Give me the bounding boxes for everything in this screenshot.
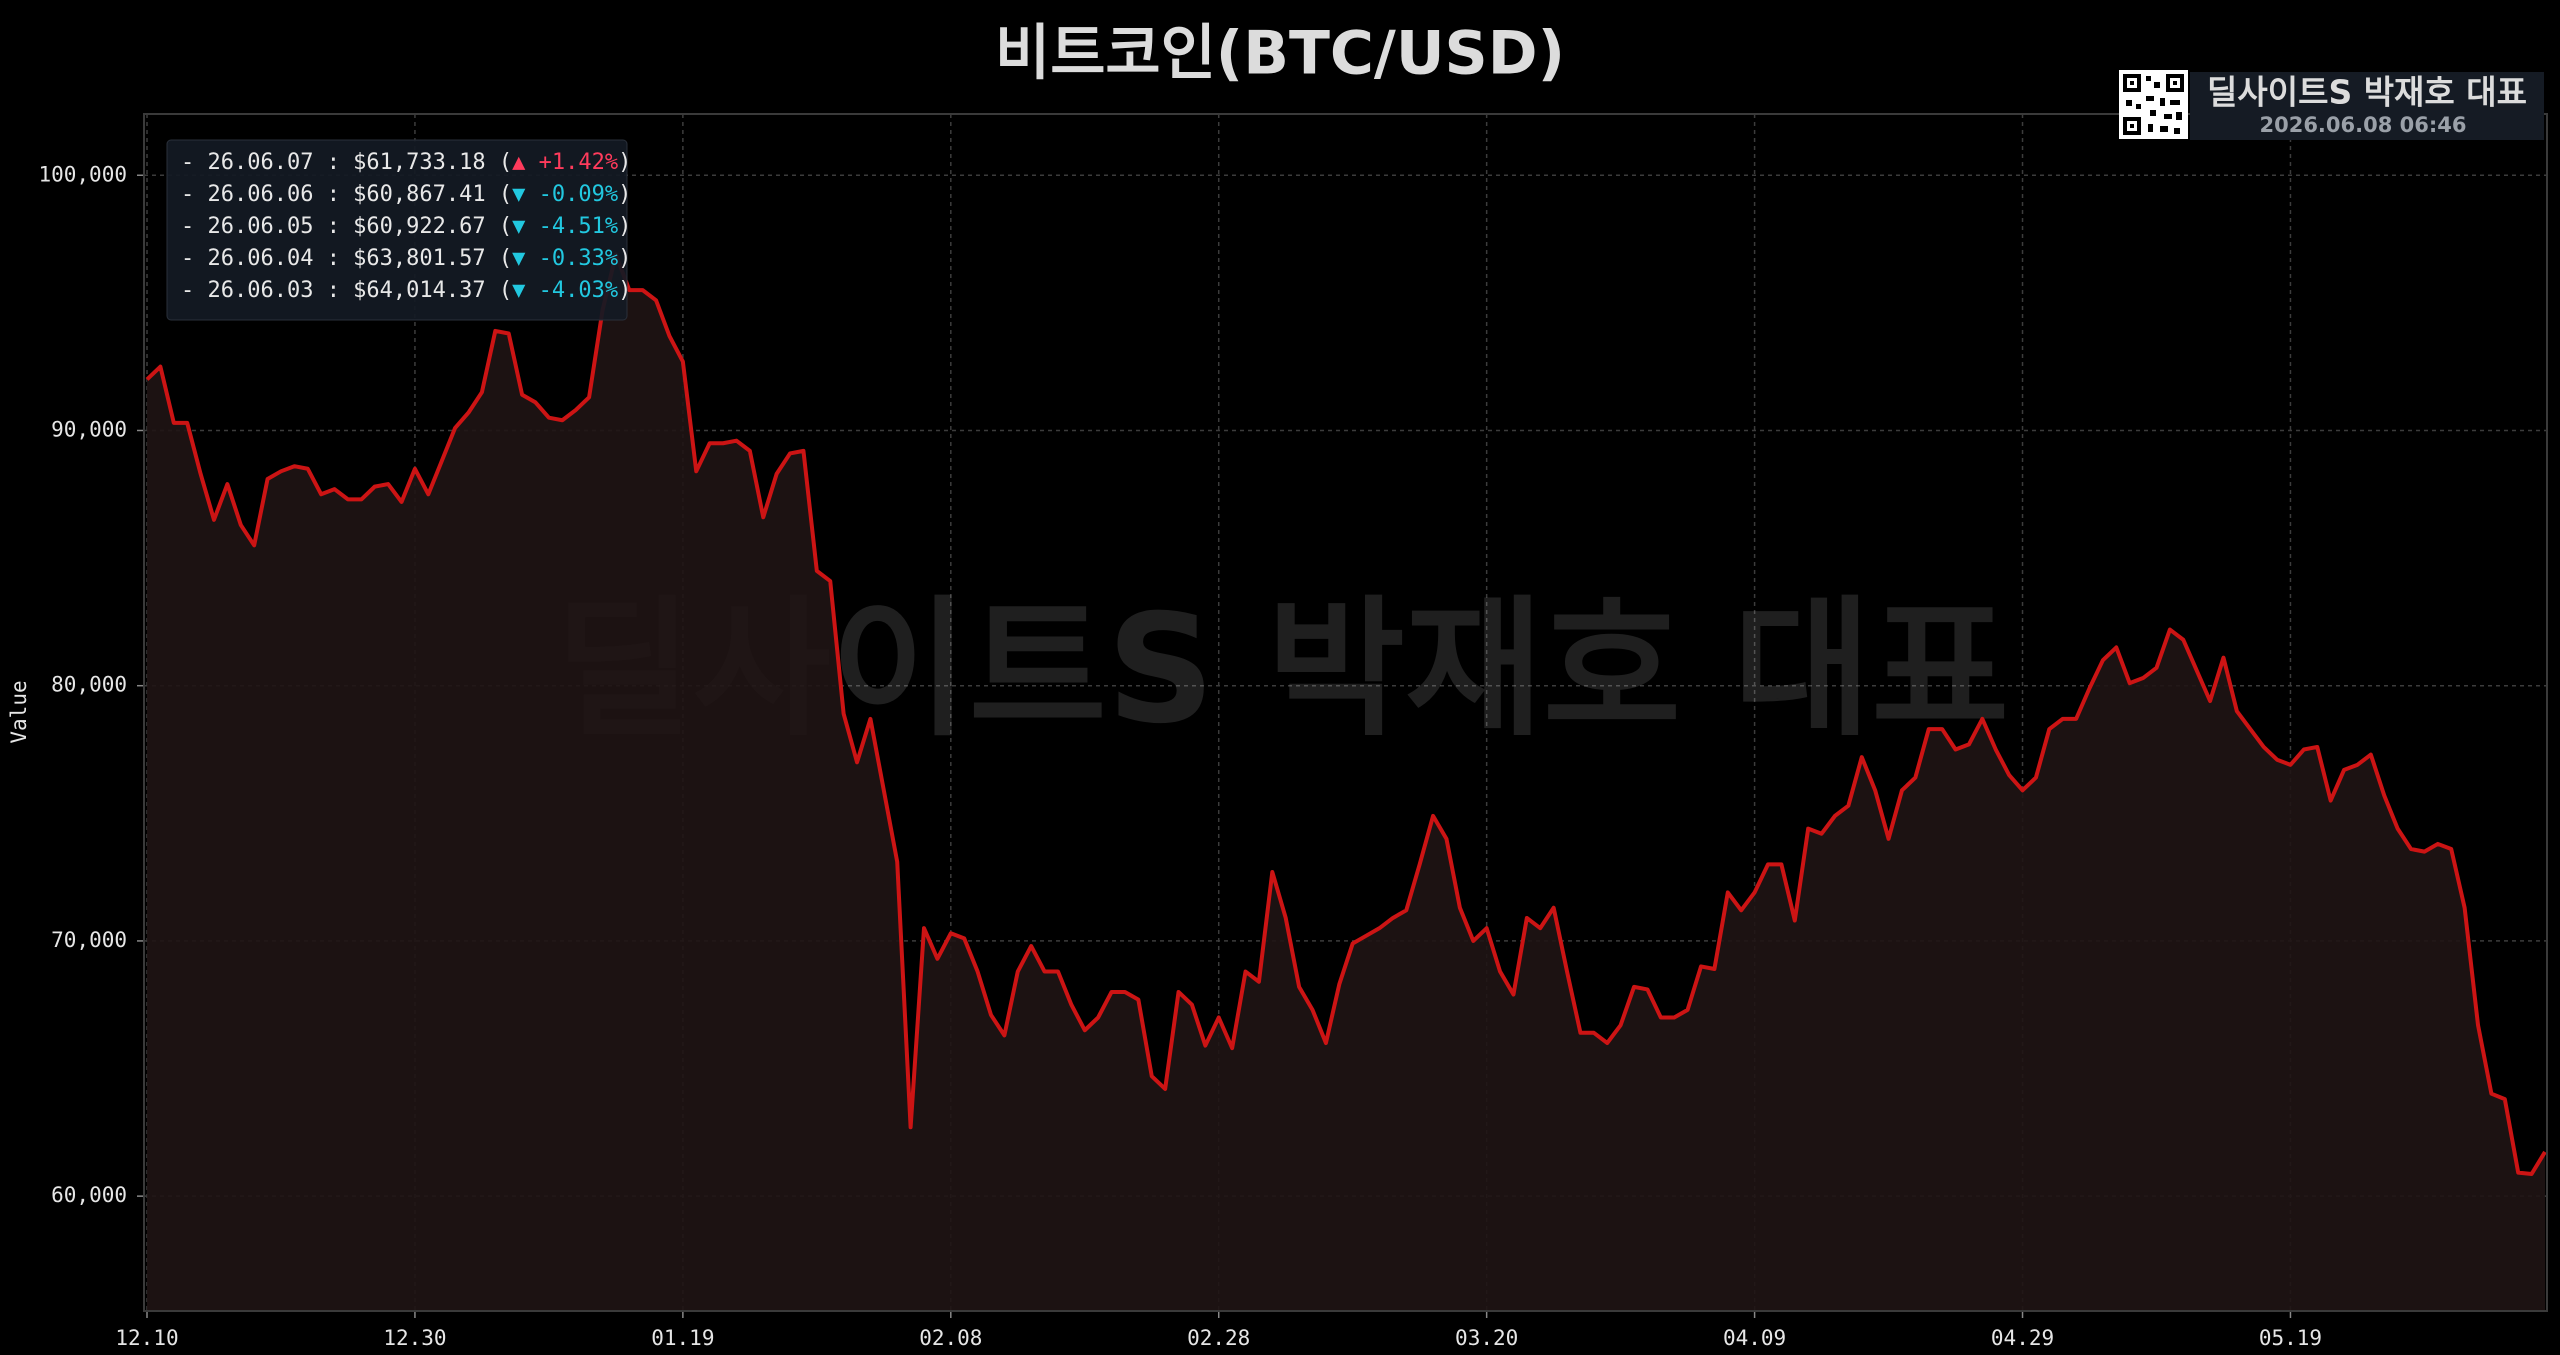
y-tick-label: 100,000 bbox=[38, 162, 127, 186]
legend-row: - 26.06.06 : $60,867.41 (▼ -0.09%) bbox=[181, 182, 631, 207]
legend-box bbox=[166, 139, 628, 321]
badge-background bbox=[2190, 72, 2544, 140]
x-tick-label: 04.09 bbox=[1723, 1326, 1786, 1350]
legend-close: ) bbox=[618, 246, 631, 271]
series bbox=[145, 252, 2547, 1311]
x-tick-label: 02.28 bbox=[1187, 1326, 1250, 1350]
legend-close: ) bbox=[618, 182, 631, 207]
legend-change: ▼ -4.51% bbox=[512, 214, 618, 239]
legend-row: - 26.06.05 : $60,922.67 (▼ -4.51%) bbox=[181, 214, 631, 239]
x-tick-label: 02.08 bbox=[919, 1326, 982, 1350]
y-tick-label: 80,000 bbox=[51, 673, 127, 697]
legend-text: - 26.06.07 : $61,733.18 ( bbox=[181, 150, 512, 175]
plot-border bbox=[143, 113, 2548, 1312]
chart-title: 비트코인(BTC/USD) bbox=[995, 19, 1565, 89]
y-tick-label: 70,000 bbox=[51, 928, 127, 952]
badge-title: 딜사이트S 박재호 대표 bbox=[2207, 73, 2527, 112]
legend-change: ▲ +1.42% bbox=[512, 150, 618, 175]
legend: - 26.06.07 : $61,733.18 (▲ +1.42%)- 26.0… bbox=[166, 139, 631, 321]
y-tick-label: 90,000 bbox=[51, 417, 127, 441]
x-tick-label: 04.29 bbox=[1991, 1326, 2054, 1350]
area-fill bbox=[147, 254, 2545, 1311]
legend-close: ) bbox=[618, 278, 631, 303]
legend-row: - 26.06.04 : $63,801.57 (▼ -0.33%) bbox=[181, 246, 631, 271]
legend-close: ) bbox=[618, 214, 631, 239]
qr-pattern bbox=[2123, 74, 2184, 135]
legend-change: ▼ -0.09% bbox=[512, 182, 618, 207]
x-tick-label: 01.19 bbox=[651, 1326, 714, 1350]
legend-change: ▼ -4.03% bbox=[512, 278, 618, 303]
legend-text: - 26.06.06 : $60,867.41 ( bbox=[181, 182, 512, 207]
legend-text: - 26.06.03 : $64,014.37 ( bbox=[181, 278, 512, 303]
x-tick-label: 12.30 bbox=[383, 1326, 446, 1350]
legend-text: - 26.06.04 : $63,801.57 ( bbox=[181, 246, 512, 271]
legend-change: ▼ -0.33% bbox=[512, 246, 618, 271]
legend-row: - 26.06.07 : $61,733.18 (▲ +1.42%) bbox=[181, 150, 631, 175]
legend-close: ) bbox=[618, 150, 631, 175]
badge-timestamp: 2026.06.08 06:46 bbox=[2259, 113, 2466, 137]
legend-text: - 26.06.05 : $60,922.67 ( bbox=[181, 214, 512, 239]
y-axis-label: Value bbox=[7, 680, 31, 743]
x-tick-label: 03.20 bbox=[1455, 1326, 1518, 1350]
x-tick-label: 12.10 bbox=[115, 1326, 178, 1350]
y-tick-label: 60,000 bbox=[51, 1183, 127, 1207]
legend-row: - 26.06.03 : $64,014.37 (▼ -4.03%) bbox=[181, 278, 631, 303]
badge: 딜사이트S 박재호 대표 2026.06.08 06:46 bbox=[2119, 70, 2544, 140]
x-tick-label: 05.19 bbox=[2259, 1326, 2322, 1350]
price-line bbox=[145, 252, 2547, 1177]
